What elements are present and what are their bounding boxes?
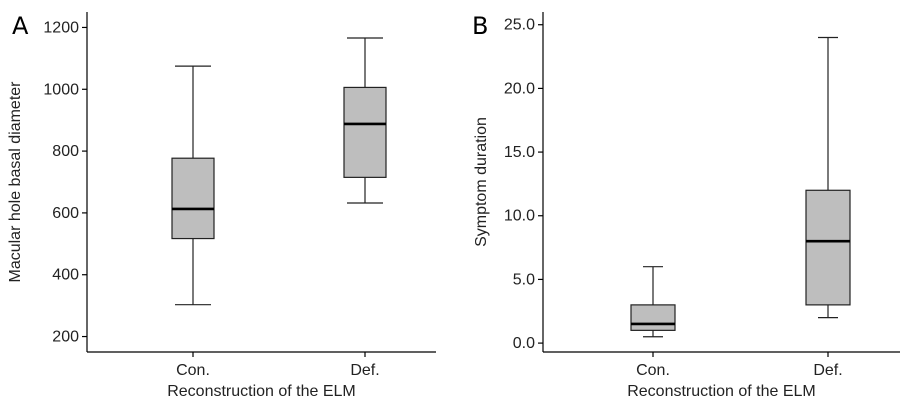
y-tick-label: 600 [52,205,79,222]
y-tick-label: 200 [52,329,79,346]
x-axis-title: Reconstruction of the ELM [627,383,816,400]
box-def [343,37,387,204]
y-tick-label: 0.0 [513,335,535,352]
box-def [805,36,851,319]
panel-a: A 200 400 600 800 1000 1200 Con. Def. Reconstruct… [7,12,436,400]
y-tick-label: 5.0 [513,271,535,288]
iqr-box [343,86,387,178]
y-tick-label: 800 [52,143,79,160]
y-tick-label: 10.0 [504,208,535,225]
panel-letter: B [472,12,488,40]
y-tick-label: 1200 [43,19,79,36]
x-tick-label: Def. [813,362,842,379]
x-axis-title: Reconstruction of the ELM [167,383,356,400]
box-con [171,65,215,306]
box-con [630,266,676,338]
x-tick-label: Con. [176,362,210,379]
y-axis-title: Symptom duration [473,117,490,247]
panel-letter: A [12,12,29,40]
panel-b: B 0.0 5.0 10.0 15.0 20.0 25.0 Con. Def. Reconstru… [472,12,900,400]
y-tick-label: 25.0 [504,17,535,34]
y-tick-label: 400 [52,267,79,284]
y-tick-label: 15.0 [504,144,535,161]
iqr-box [630,304,676,331]
y-axis-title: Macular hole basal diameter [7,81,24,283]
y-tick-label: 20.0 [504,80,535,97]
iqr-box [805,189,851,306]
y-tick-label: 1000 [43,81,79,98]
x-tick-label: Con. [636,362,670,379]
x-tick-label: Def. [350,362,379,379]
iqr-box [171,157,215,240]
